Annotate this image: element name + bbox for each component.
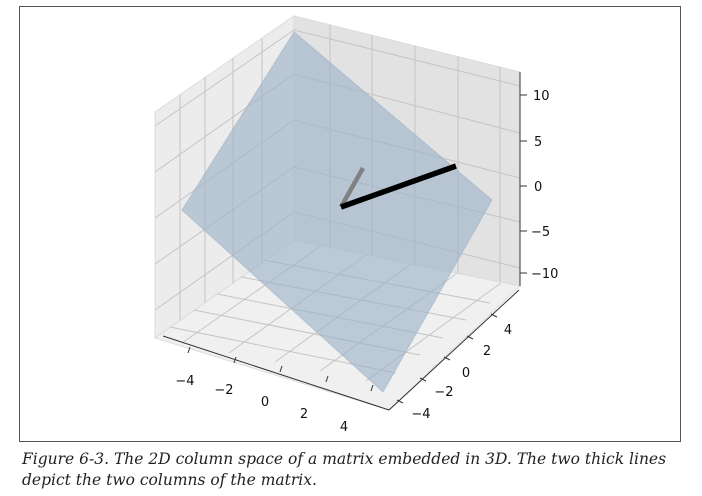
z-tick-label: −5 — [531, 225, 550, 240]
figure-caption: Figure 6-3. The 2D column space of a mat… — [22, 450, 667, 489]
z-tick-label: −10 — [531, 267, 558, 282]
column-space-plane — [181, 31, 493, 393]
z-tick-label: 5 — [534, 135, 542, 150]
z-tick-label: 10 — [533, 89, 550, 104]
y-tick-label: −2 — [434, 385, 453, 400]
y-tick-label: 4 — [504, 323, 512, 338]
x-axis-line — [162, 335, 390, 411]
x-tick-label: −4 — [175, 374, 194, 389]
plot-3d: −4 −2 0 2 4 −4 −2 0 2 4 −10 −5 0 5 10 — [153, 15, 558, 435]
x-tick-label: 4 — [340, 420, 348, 435]
x-tick-label: 0 — [261, 395, 269, 410]
y-axis-line — [388, 289, 520, 411]
x-tick-label: 2 — [300, 407, 308, 422]
column-vector-2 — [339, 166, 365, 209]
column-vector-1 — [340, 163, 457, 210]
y-tick-label: 0 — [462, 366, 470, 381]
y-tick-label: 2 — [483, 344, 491, 359]
y-tick-label: −4 — [411, 407, 430, 422]
z-tick-label: 0 — [534, 180, 542, 195]
x-tick-label: −2 — [214, 383, 233, 398]
tick-marks — [187, 94, 527, 404]
